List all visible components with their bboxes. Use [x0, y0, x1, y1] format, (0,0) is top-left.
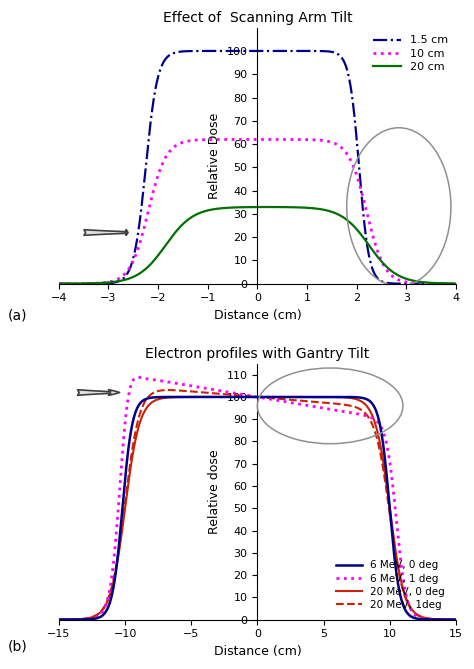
10 cm [56, 280, 62, 288]
20 MeV, 1deg [206, 389, 211, 397]
20 MeV, 1deg [56, 615, 62, 624]
Text: (a): (a) [7, 308, 27, 322]
1.5 cm [56, 280, 62, 288]
6 MeV, 1 deg [148, 375, 154, 383]
6 MeV, 0 deg [253, 393, 259, 401]
Line: 20 MeV, 0 deg: 20 MeV, 0 deg [59, 397, 456, 619]
20 MeV, 0 deg [150, 397, 156, 405]
20 MeV, 1deg [234, 391, 240, 399]
Title: Effect of  Scanning Arm Tilt: Effect of Scanning Arm Tilt [163, 11, 352, 25]
Line: 20 MeV, 1deg: 20 MeV, 1deg [59, 390, 456, 619]
Line: 10 cm: 10 cm [59, 139, 456, 284]
6 MeV, 1 deg [135, 373, 141, 381]
10 cm [245, 135, 250, 143]
6 MeV, 0 deg [453, 615, 459, 624]
6 MeV, 0 deg [152, 393, 158, 401]
6 MeV, 0 deg [234, 393, 239, 401]
6 MeV, 1 deg [234, 389, 240, 397]
20 MeV, 1deg [148, 390, 154, 398]
20 cm [56, 280, 62, 288]
1.5 cm [453, 280, 459, 288]
6 MeV, 0 deg [450, 615, 456, 624]
20 MeV, 1deg [450, 615, 456, 624]
Line: 6 MeV, 1 deg: 6 MeV, 1 deg [59, 377, 456, 619]
20 MeV, 1deg [150, 389, 156, 397]
10 cm [255, 135, 260, 143]
1.5 cm [226, 47, 232, 55]
X-axis label: Distance (cm): Distance (cm) [213, 645, 301, 658]
1.5 cm [345, 67, 350, 75]
20 cm [226, 203, 232, 211]
6 MeV, 0 deg [150, 393, 156, 401]
20 cm [223, 204, 228, 212]
Y-axis label: Relative dose: Relative dose [208, 450, 221, 534]
10 cm [345, 151, 350, 159]
10 cm [421, 280, 427, 288]
20 MeV, 1deg [165, 386, 171, 394]
Title: Electron profiles with Gantry Tilt: Electron profiles with Gantry Tilt [145, 347, 370, 361]
20 MeV, 0 deg [148, 399, 154, 407]
X-axis label: Distance (cm): Distance (cm) [213, 309, 301, 322]
Text: (b): (b) [7, 640, 27, 654]
20 cm [453, 280, 459, 288]
6 MeV, 1 deg [150, 376, 156, 384]
20 cm [245, 203, 250, 211]
20 MeV, 1deg [453, 615, 459, 624]
1.5 cm [421, 280, 427, 288]
6 MeV, 1 deg [56, 615, 62, 624]
6 MeV, 0 deg [56, 615, 62, 624]
Line: 6 MeV, 0 deg: 6 MeV, 0 deg [59, 397, 456, 619]
Line: 1.5 cm: 1.5 cm [59, 51, 456, 284]
20 MeV, 0 deg [453, 615, 459, 624]
6 MeV, 0 deg [148, 393, 154, 401]
20 MeV, 0 deg [450, 615, 456, 624]
Legend: 6 MeV, 0 deg, 6 MeV, 1 deg, 20 MeV, 0 deg, 20 MeV, 1deg: 6 MeV, 0 deg, 6 MeV, 1 deg, 20 MeV, 0 de… [333, 559, 447, 612]
10 cm [453, 280, 459, 288]
Y-axis label: Relative Dose: Relative Dose [208, 112, 221, 199]
20 MeV, 0 deg [152, 397, 158, 405]
20 cm [264, 203, 270, 211]
20 MeV, 0 deg [234, 393, 239, 401]
20 cm [421, 278, 427, 286]
10 cm [223, 135, 228, 143]
20 cm [345, 216, 350, 224]
Legend: 1.5 cm, 10 cm, 20 cm: 1.5 cm, 10 cm, 20 cm [371, 33, 450, 74]
6 MeV, 0 deg [206, 393, 211, 401]
1.5 cm [441, 280, 447, 288]
20 MeV, 0 deg [206, 393, 211, 401]
10 cm [441, 280, 447, 288]
1.5 cm [223, 47, 228, 55]
20 MeV, 0 deg [56, 615, 62, 624]
20 MeV, 1deg [152, 388, 158, 396]
6 MeV, 1 deg [206, 385, 211, 393]
6 MeV, 1 deg [450, 615, 456, 624]
6 MeV, 1 deg [453, 615, 459, 624]
Line: 20 cm: 20 cm [59, 207, 456, 284]
6 MeV, 1 deg [153, 376, 158, 384]
10 cm [226, 135, 232, 143]
20 MeV, 0 deg [255, 393, 260, 401]
1.5 cm [259, 47, 264, 55]
1.5 cm [245, 47, 250, 55]
20 cm [441, 280, 447, 288]
